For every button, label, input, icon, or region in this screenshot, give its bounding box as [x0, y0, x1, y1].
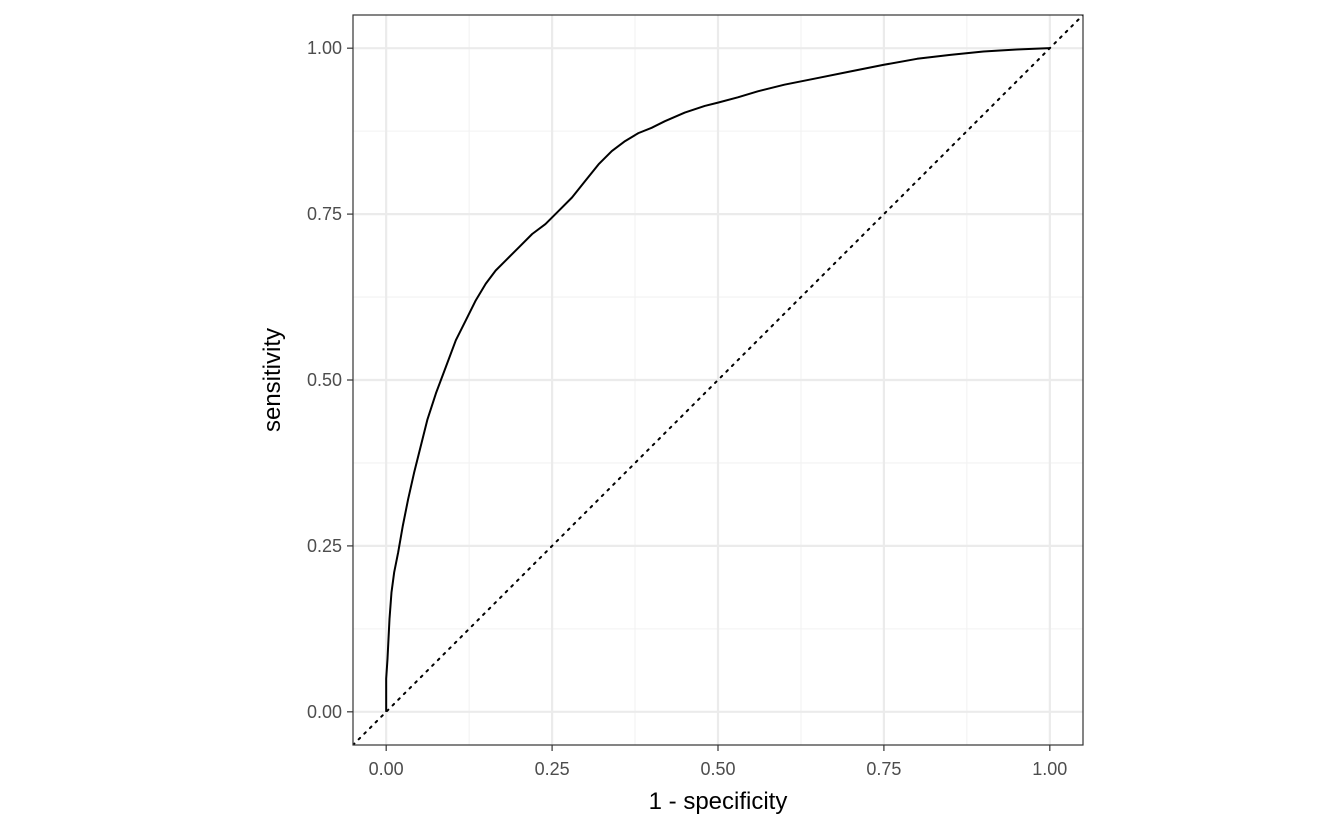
- x-tick-label: 0.00: [369, 759, 404, 779]
- y-axis: 0.00 0.25 0.50 0.75 1.00: [307, 38, 353, 722]
- x-tick-label: 0.50: [700, 759, 735, 779]
- plot-panel: [352, 14, 1084, 746]
- y-axis-title: sensitivity: [259, 328, 286, 432]
- y-tick-label: 0.25: [307, 536, 342, 556]
- x-tick-label: 0.25: [535, 759, 570, 779]
- y-tick-label: 0.50: [307, 370, 342, 390]
- x-axis: 0.00 0.25 0.50 0.75 1.00: [369, 745, 1067, 779]
- x-tick-label: 0.75: [866, 759, 901, 779]
- y-tick-label: 0.00: [307, 702, 342, 722]
- x-axis-title: 1 - specificity: [649, 788, 788, 815]
- x-tick-label: 1.00: [1032, 759, 1067, 779]
- y-tick-label: 0.75: [307, 204, 342, 224]
- y-tick-label: 1.00: [307, 38, 342, 58]
- roc-curve-line: [385, 47, 1050, 712]
